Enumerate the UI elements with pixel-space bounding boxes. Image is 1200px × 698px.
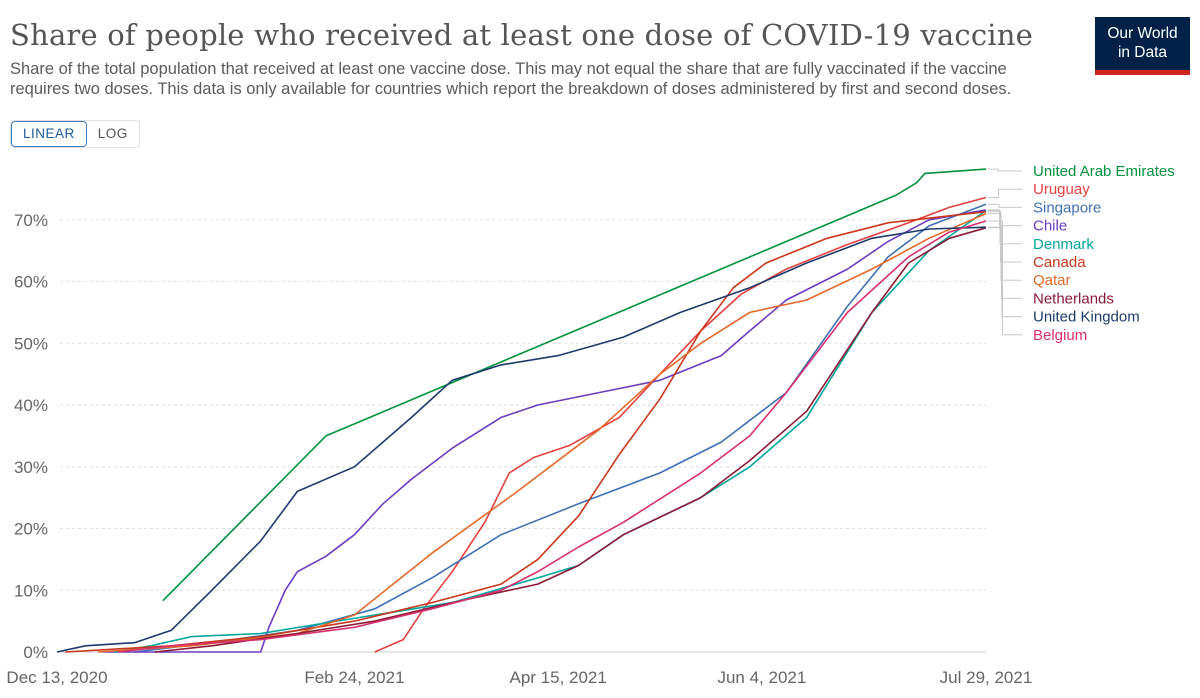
y-tick-label: 20% xyxy=(14,520,48,539)
x-tick-label: Jul 29, 2021 xyxy=(940,668,1033,687)
logo-line-2: in Data xyxy=(1117,44,1168,61)
chart-title: Share of people who received at least on… xyxy=(10,18,1033,52)
linear-scale-button[interactable]: LINEAR xyxy=(11,121,87,147)
legend-label-belgium[interactable]: Belgium xyxy=(1033,327,1087,344)
leader-line xyxy=(988,220,1022,336)
y-tick-label: 0% xyxy=(23,643,48,662)
leader-line xyxy=(988,168,1022,172)
y-tick-label: 60% xyxy=(14,273,48,292)
leader-line xyxy=(988,209,1022,227)
series-line-chile[interactable] xyxy=(101,209,987,653)
legend-label-uruguay[interactable]: Uruguay xyxy=(1033,181,1090,198)
scale-toggle: LINEAR LOG xyxy=(10,120,140,148)
legend-label-united-kingdom[interactable]: United Kingdom xyxy=(1033,309,1140,326)
legend-label-qatar[interactable]: Qatar xyxy=(1033,272,1071,289)
legend-label-singapore[interactable]: Singapore xyxy=(1033,199,1101,216)
leader-line xyxy=(988,188,1022,199)
y-tick-label: 50% xyxy=(14,334,48,353)
grid-lines xyxy=(60,219,986,653)
series-line-united-arab-emirates[interactable] xyxy=(162,168,987,602)
x-tick-label: Jun 4, 2021 xyxy=(717,668,806,687)
leader-line xyxy=(988,227,1022,299)
y-tick-label: 30% xyxy=(14,458,48,477)
y-tick-label: 70% xyxy=(14,211,48,230)
x-tick-label: Feb 24, 2021 xyxy=(304,668,404,687)
series-line-uruguay[interactable] xyxy=(374,196,987,653)
logo-accent-bar xyxy=(1095,70,1190,75)
legend-label-canada[interactable]: Canada xyxy=(1033,254,1086,271)
legend-leader-lines xyxy=(988,168,1022,336)
series-line-qatar[interactable] xyxy=(97,212,987,653)
y-tick-label: 10% xyxy=(14,581,48,600)
series-line-netherlands[interactable] xyxy=(154,227,987,653)
x-tick-label: Apr 15, 2021 xyxy=(509,668,606,687)
leader-line xyxy=(988,203,1022,208)
legend-label-denmark[interactable]: Denmark xyxy=(1033,236,1094,253)
y-tick-label: 40% xyxy=(14,396,48,415)
log-scale-button[interactable]: LOG xyxy=(97,126,128,141)
series-line-belgium[interactable] xyxy=(118,220,987,653)
leader-line xyxy=(988,211,1022,263)
y-axis-ticks: 0% 10% 20% 30% 40% 50% 60% 70% xyxy=(14,211,48,662)
owid-logo[interactable]: Our World in Data xyxy=(1095,17,1190,75)
series-lines xyxy=(56,168,987,653)
x-tick-label: Dec 13, 2020 xyxy=(6,668,107,687)
logo-line-1: Our World xyxy=(1107,25,1178,42)
chart-subtitle: Share of the total population that recei… xyxy=(10,60,1012,98)
series-line-canada[interactable] xyxy=(65,210,987,653)
leader-line xyxy=(988,213,1022,281)
series-line-singapore[interactable] xyxy=(134,203,987,653)
legend-label-united-arab-emirates[interactable]: United Arab Emirates xyxy=(1033,163,1175,180)
x-axis-ticks: Dec 13, 2020 Feb 24, 2021 Apr 15, 2021 Jun … xyxy=(6,668,1032,687)
legend-label-netherlands[interactable]: Netherlands xyxy=(1033,290,1114,307)
series-line-united-kingdom[interactable] xyxy=(56,226,987,653)
leader-line xyxy=(988,226,1022,318)
legend-label-chile[interactable]: Chile xyxy=(1033,218,1067,235)
